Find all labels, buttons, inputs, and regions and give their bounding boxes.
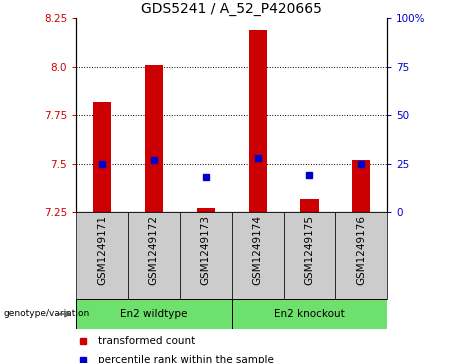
Text: GSM1249173: GSM1249173 <box>201 215 211 285</box>
Text: GSM1249176: GSM1249176 <box>356 215 366 285</box>
Text: percentile rank within the sample: percentile rank within the sample <box>98 355 273 363</box>
Title: GDS5241 / A_52_P420665: GDS5241 / A_52_P420665 <box>141 2 322 16</box>
Bar <box>352 160 370 212</box>
Bar <box>145 65 163 212</box>
FancyBboxPatch shape <box>76 212 128 299</box>
Bar <box>301 199 319 212</box>
FancyBboxPatch shape <box>335 212 387 299</box>
Bar <box>248 30 266 212</box>
FancyBboxPatch shape <box>231 212 284 299</box>
Bar <box>197 208 215 212</box>
Text: genotype/variation: genotype/variation <box>4 310 90 318</box>
FancyBboxPatch shape <box>128 212 180 299</box>
FancyBboxPatch shape <box>231 299 387 329</box>
Text: GSM1249171: GSM1249171 <box>97 215 107 285</box>
Bar <box>93 102 111 212</box>
Text: GSM1249172: GSM1249172 <box>149 215 159 285</box>
Text: transformed count: transformed count <box>98 336 195 346</box>
FancyBboxPatch shape <box>76 299 231 329</box>
Text: En2 wildtype: En2 wildtype <box>120 309 188 319</box>
Text: GSM1249175: GSM1249175 <box>304 215 314 285</box>
FancyBboxPatch shape <box>180 212 231 299</box>
Text: En2 knockout: En2 knockout <box>274 309 345 319</box>
Text: GSM1249174: GSM1249174 <box>253 215 263 285</box>
FancyBboxPatch shape <box>284 212 335 299</box>
